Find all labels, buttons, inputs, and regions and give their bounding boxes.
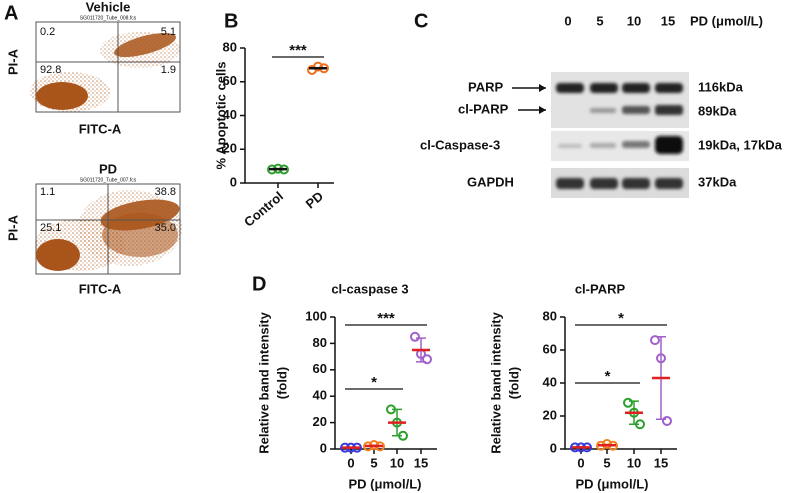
quadrant-value: 1.1 bbox=[40, 186, 55, 198]
size-label: 37kDa bbox=[698, 174, 737, 189]
quadrant-value: 5.1 bbox=[161, 26, 176, 38]
axis-label: PI-A bbox=[5, 48, 20, 75]
x-tick-label: 10 bbox=[627, 455, 641, 470]
y-tick-label: 100 bbox=[305, 308, 327, 323]
data-point bbox=[662, 415, 672, 426]
y-axis-label: Relative band intensity bbox=[256, 311, 271, 453]
chart-title: cl-caspase 3 bbox=[331, 281, 408, 296]
x-tick-label: 0 bbox=[347, 455, 354, 470]
y-tick-label: 60 bbox=[313, 361, 327, 376]
arrow-head bbox=[539, 84, 546, 92]
data-point bbox=[398, 430, 408, 441]
data-point bbox=[650, 335, 660, 346]
y-tick-label: 80 bbox=[223, 39, 237, 54]
blot-strip bbox=[551, 72, 689, 128]
file-name: SG011720_Tube_007.fcs bbox=[80, 177, 137, 183]
x-tick-label: PD bbox=[303, 188, 326, 211]
arrow-head bbox=[539, 106, 546, 114]
y-axis-label: % Apoptotic cells bbox=[213, 62, 228, 170]
significance-label: * bbox=[371, 374, 377, 391]
file-name: SG011720_Tube_008.fcs bbox=[80, 15, 137, 21]
data-point bbox=[656, 353, 666, 364]
quadrant-value: 25.1 bbox=[40, 222, 61, 234]
y-axis-label: Relative band intensity bbox=[488, 311, 503, 453]
size-label: 116kDa bbox=[698, 79, 744, 94]
y-tick-label: 80 bbox=[543, 308, 557, 323]
y-tick-label: 0 bbox=[230, 174, 237, 189]
lane-label: 0 bbox=[564, 13, 571, 28]
x-tick-label: 5 bbox=[603, 455, 610, 470]
y-tick-label: 20 bbox=[313, 414, 327, 429]
significance-label: * bbox=[605, 368, 611, 385]
panel-letter: C bbox=[414, 10, 428, 32]
quadrant-value: 1.9 bbox=[161, 64, 176, 76]
data-point bbox=[635, 419, 645, 430]
data-point bbox=[410, 331, 420, 342]
significance-label: *** bbox=[377, 310, 395, 327]
plot-title: Vehicle bbox=[86, 0, 131, 14]
plot-title: PD bbox=[99, 161, 117, 176]
data-point bbox=[422, 354, 432, 365]
y-tick-label: 20 bbox=[543, 407, 557, 422]
panel-letter: B bbox=[224, 10, 238, 32]
cell-scatter bbox=[100, 32, 180, 68]
row-label: PARP bbox=[468, 79, 503, 94]
y-tick-label: 40 bbox=[223, 107, 237, 122]
x-tick-label: 15 bbox=[414, 455, 428, 470]
y-tick-label: 0 bbox=[550, 440, 557, 455]
axis-label: PI-A bbox=[5, 214, 20, 241]
y-tick-label: 80 bbox=[313, 335, 327, 350]
x-tick-label: 10 bbox=[390, 455, 404, 470]
data-point bbox=[623, 397, 633, 408]
x-tick-label: 5 bbox=[370, 455, 377, 470]
row-label: cl-PARP bbox=[458, 101, 509, 116]
y-tick-label: 0 bbox=[320, 440, 327, 455]
data-point bbox=[386, 404, 396, 415]
size-label: 89kDa bbox=[698, 103, 737, 118]
y-axis-label: (fold) bbox=[506, 367, 521, 399]
axis-label: FITC-A bbox=[79, 281, 122, 296]
quadrant-value: 0.2 bbox=[40, 26, 55, 38]
y-tick-label: 40 bbox=[313, 388, 327, 403]
axis-line bbox=[334, 317, 437, 450]
x-tick-label: Control bbox=[241, 188, 286, 229]
axis-label: FITC-A bbox=[79, 121, 122, 136]
lane-label: 10 bbox=[627, 13, 641, 28]
x-tick-label: 0 bbox=[577, 455, 584, 470]
size-label: 19kDa, 17kDa bbox=[698, 137, 783, 152]
row-label: GAPDH bbox=[467, 174, 514, 189]
x-tick-label: 15 bbox=[654, 455, 668, 470]
significance-label: *** bbox=[289, 42, 307, 59]
chart-title: cl-PARP bbox=[575, 281, 626, 296]
y-tick-label: 40 bbox=[543, 374, 557, 389]
lane-title: PD (μmol/L) bbox=[690, 13, 763, 28]
western-blot: C 0 5 10 15 PD (μmol/L) PARP cl-PARP cl-… bbox=[414, 10, 783, 198]
lane-label: 5 bbox=[596, 13, 603, 28]
quadrant-value: 92.8 bbox=[40, 64, 61, 76]
bands bbox=[556, 83, 683, 189]
quadrant-value: 38.8 bbox=[155, 186, 176, 198]
x-axis-label: PD (μmol/L) bbox=[576, 476, 649, 491]
panel-letter: A bbox=[4, 2, 18, 24]
lane-label: 15 bbox=[661, 13, 675, 28]
cell-scatter bbox=[78, 190, 182, 266]
flow-plot: Vehicle SG011720_Tube_008.fcs 0.2 5.1 92… bbox=[5, 0, 181, 136]
panel-letter: D bbox=[252, 273, 266, 295]
flow-plot: PD SG011720_Tube_007.fcs 1.1 38.8 25.1 3… bbox=[5, 161, 182, 296]
y-tick-label: 60 bbox=[223, 73, 237, 88]
y-tick-label: 60 bbox=[543, 341, 557, 356]
row-label: cl-Caspase-3 bbox=[420, 137, 500, 152]
cell-scatter bbox=[30, 72, 110, 112]
quadrant-value: 35.0 bbox=[155, 222, 176, 234]
significance-label: * bbox=[618, 310, 624, 327]
y-axis-label: (fold) bbox=[274, 367, 289, 399]
x-axis-label: PD (μmol/L) bbox=[349, 476, 422, 491]
y-tick-label: 20 bbox=[223, 141, 237, 156]
data-point bbox=[313, 61, 323, 72]
